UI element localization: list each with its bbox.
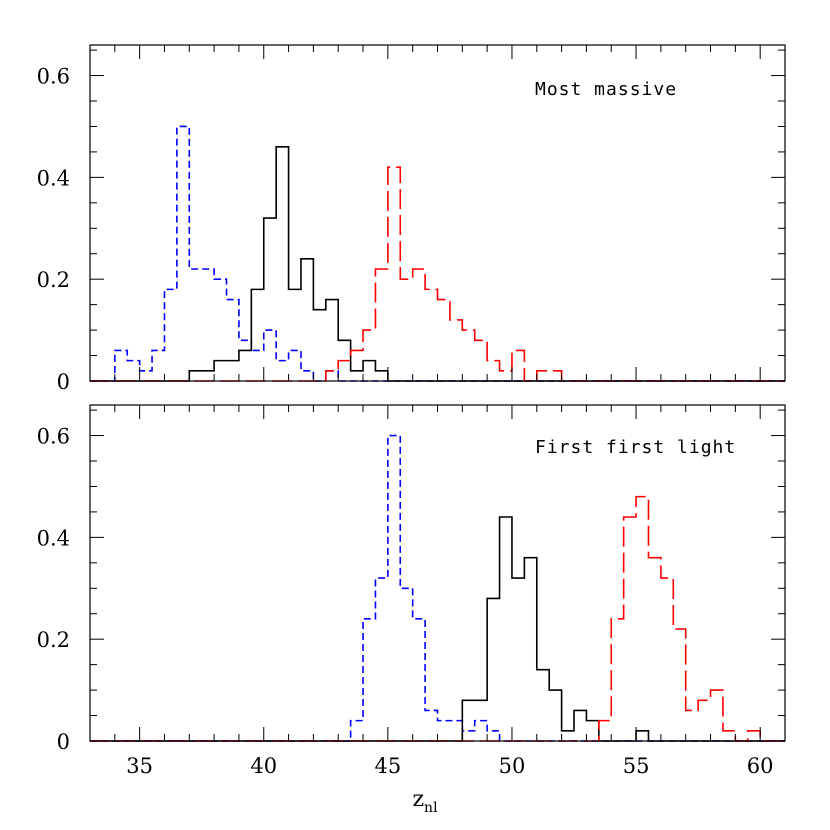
x-tick-label: 55 (623, 754, 650, 778)
x-axis-label: znl (412, 787, 438, 816)
y-tick-label: 0.4 (37, 166, 70, 190)
series-long-dash-histogram (90, 495, 785, 742)
x-tick-label: 60 (747, 754, 774, 778)
x-tick-label: 35 (126, 754, 153, 778)
x-tick-label: 50 (499, 754, 526, 778)
panel-most-massive: 0 0.2 0.4 0.6 Most massive (37, 44, 786, 394)
x-tick-label: 40 (250, 754, 277, 778)
x-axis-label-sub: nl (424, 800, 438, 816)
y-tick-label: 0 (57, 370, 70, 394)
y-tick-label: 0.4 (37, 526, 70, 550)
panel-label: Most massive (535, 79, 677, 100)
y-tick-label: 0.6 (37, 425, 70, 449)
series-long-dash-histogram (90, 166, 785, 382)
y-tick-label: 0.2 (37, 268, 70, 292)
y-tick-label: 0.2 (37, 628, 70, 652)
panel-label: First first light (535, 437, 736, 458)
plot-frame (89, 44, 786, 382)
series-short-dash-histogram (90, 434, 785, 742)
x-axis-label-main: z (412, 787, 424, 812)
series-solid-histogram (90, 146, 785, 382)
series-short-dash-histogram (90, 125, 785, 382)
y-tick-label: 0 (57, 730, 70, 754)
y-tick-label: 0.6 (37, 65, 70, 89)
panel-first-first-light: 0 0.2 0.4 0.6 35 40 45 50 55 60 First first light (37, 404, 786, 778)
x-tick-label: 45 (374, 754, 401, 778)
